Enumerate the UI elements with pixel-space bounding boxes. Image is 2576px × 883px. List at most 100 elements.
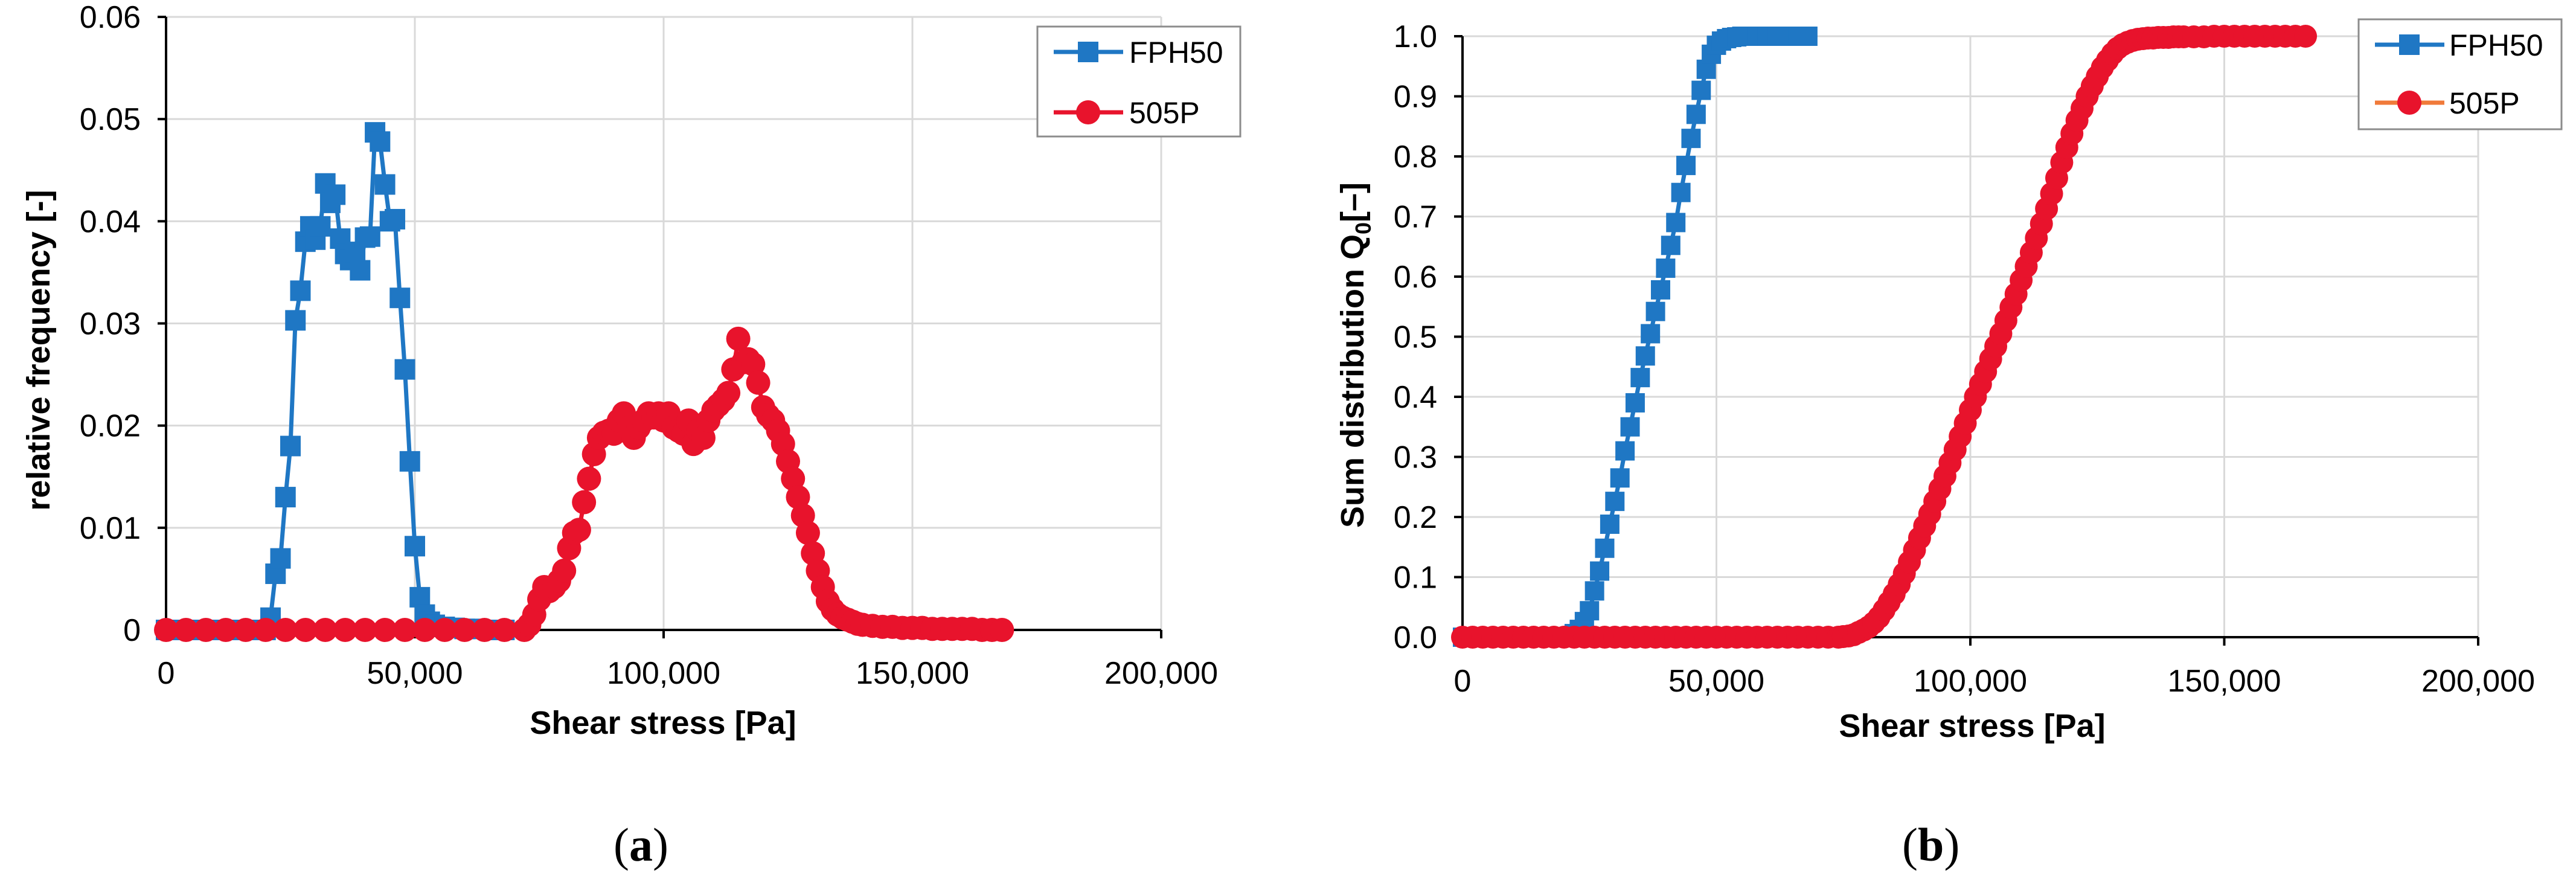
chart-a-point-505p: [781, 466, 806, 491]
chart-b-point-fph50: [1656, 258, 1676, 278]
chart-a-point-fph50: [270, 548, 291, 569]
chart-b-y-axis-title-main: Sum distribution Q: [1334, 234, 1371, 528]
chart-a-point-505p: [577, 466, 601, 491]
chart-a-point-505p: [193, 618, 218, 642]
chart-a-y-axis-title: relative frequency [-]: [21, 190, 57, 510]
chart-b-y-axis-title: Sum distribution Q0[–]: [1334, 182, 1376, 528]
chart-a-point-505p: [293, 618, 318, 642]
chart-a-point-fph50: [310, 216, 331, 237]
chart-a-point-505p: [213, 618, 238, 642]
chart-a-point-fph50: [385, 208, 406, 230]
chart-a-y-tick-label: 0.04: [80, 204, 141, 239]
chart-b-point-fph50: [1671, 182, 1691, 202]
chart-b-point-fph50: [1610, 468, 1630, 488]
chart-a-point-505p: [990, 618, 1014, 642]
chart-a-point-fph50: [409, 586, 431, 608]
chart-b-y-tick-label: 0.6: [1394, 260, 1437, 295]
chart-a-series-fph50: [156, 122, 515, 640]
chart-b-point-fph50: [1666, 213, 1686, 233]
chart-a-point-505p: [472, 618, 497, 642]
chart-b-legend: FPH50 505P: [2357, 18, 2563, 130]
chart-b-y-tick-label: 0.8: [1394, 140, 1437, 175]
chart-a-point-505p: [253, 618, 278, 642]
chart-b-y-tick-label: 0.2: [1394, 500, 1437, 535]
chart-b-point-fph50: [1580, 601, 1600, 621]
chart-a-y-tick-labels: 0 0.01 0.02 0.03 0.04 0.05 0.06: [80, 0, 141, 648]
chart-b-legend-box: [2357, 18, 2563, 130]
chart-b-y-axis-title-subscript: 0: [1351, 222, 1376, 234]
chart-a-point-505p: [233, 618, 258, 642]
chart-a-point-505p: [154, 618, 178, 642]
chart-a-legend-label-fph50: FPH50: [1129, 36, 1223, 69]
chart-a-x-tick-labels: 0 50,000 100,000 150,000 200,000: [158, 656, 1218, 691]
chart-b-y-tick-label: 0.5: [1394, 320, 1437, 355]
chart-a-y-tick-label: 0.06: [80, 0, 141, 35]
chart-b-y-tick-label: 0.4: [1394, 380, 1437, 415]
chart-b-point-fph50: [1635, 346, 1655, 366]
chart-b-point-fph50: [1590, 561, 1610, 581]
chart-b-x-tick-label: 150,000: [2168, 664, 2281, 699]
chart-a-point-505p: [492, 618, 517, 642]
chart-a-point-505p: [373, 618, 397, 642]
chart-b-legend-marker-fph50: [2399, 34, 2420, 55]
chart-b-point-fph50: [1625, 393, 1645, 413]
chart-a-point-505p: [173, 618, 198, 642]
chart-b-series-505p: [1451, 25, 2318, 649]
chart-a-point-505p: [741, 352, 766, 377]
chart-a-x-tick-label: 150,000: [856, 656, 969, 691]
chart-a-point-fph50: [280, 435, 301, 457]
chart-b-x-tick-label: 0: [1454, 664, 1472, 699]
chart-a-gridlines: [166, 16, 1162, 630]
chart-a-point-505p: [572, 490, 597, 515]
chart-b-x-tick-label: 200,000: [2421, 664, 2535, 699]
chart-a-point-fph50: [399, 451, 420, 472]
chart-a-x-tick-label: 0: [158, 656, 175, 691]
chart-a-legend-box: [1036, 25, 1242, 138]
chart-a-x-tick-label: 50,000: [367, 656, 463, 691]
chart-a-point-fph50: [370, 131, 391, 152]
chart-a-point-fph50: [275, 487, 296, 508]
chart-a-point-505p: [552, 558, 577, 583]
chart-b-point-fph50: [1600, 514, 1620, 534]
chart-a-legend-marker-505p: [1076, 100, 1100, 124]
chart-b-point-fph50: [1650, 280, 1670, 300]
chart-b-point-fph50: [1686, 104, 1706, 124]
chart-b-point-fph50: [1605, 492, 1625, 512]
chart-a-point-fph50: [325, 184, 346, 205]
chart-b-point-fph50: [1681, 129, 1701, 149]
chart-b-caption: (b): [1902, 818, 1959, 871]
chart-b-y-tick-label: 0.9: [1394, 80, 1437, 115]
chart-a-point-fph50: [405, 536, 425, 557]
chart-a-point-505p: [333, 618, 357, 642]
chart-a-point-fph50: [290, 280, 311, 301]
chart-a-point-505p: [795, 521, 820, 545]
chart-b-point-fph50: [1584, 581, 1604, 601]
chart-b-gridlines: [1463, 35, 2479, 637]
chart-a-point-fph50: [374, 174, 396, 195]
chart-a-y-tick-label: 0: [123, 613, 141, 648]
chart-a-series: [154, 122, 1014, 642]
chart-b-x-tick-label: 50,000: [1668, 664, 1764, 699]
chart-a-point-fph50: [285, 310, 306, 331]
chart-a-point-505p: [313, 618, 338, 642]
chart-a-point-fph50: [389, 287, 411, 309]
chart-b-y-axis-title-tail: [–]: [1334, 182, 1371, 222]
chart-a-point-505p: [392, 618, 417, 642]
chart-a-x-tick-label: 100,000: [607, 656, 720, 691]
chart-a-axes: [158, 16, 1162, 638]
chart-a-series-505p: [154, 326, 1014, 642]
chart-b-y-tick-label: 0.0: [1394, 620, 1437, 655]
chart-b-legend-label-505p: 505P: [2449, 86, 2520, 120]
chart-a-point-505p: [566, 518, 591, 542]
chart-b-point-fph50: [1595, 538, 1615, 558]
chart-b-y-tick-label: 0.3: [1394, 440, 1437, 475]
chart-a-point-fph50: [359, 226, 380, 247]
chart-b-point-fph50: [1798, 27, 1818, 46]
chart-b-point-fph50: [1620, 417, 1640, 437]
chart-a-point-505p: [716, 380, 741, 405]
chart-a-point-505p: [726, 326, 751, 351]
chart-b-legend-marker-505p: [2397, 91, 2421, 115]
chart-a-point-505p: [746, 370, 771, 395]
chart-b-x-tick-labels: 0 50,000 100,000 150,000 200,000: [1454, 664, 2535, 699]
chart-b-x-axis-title: Shear stress [Pa]: [1839, 708, 2105, 744]
